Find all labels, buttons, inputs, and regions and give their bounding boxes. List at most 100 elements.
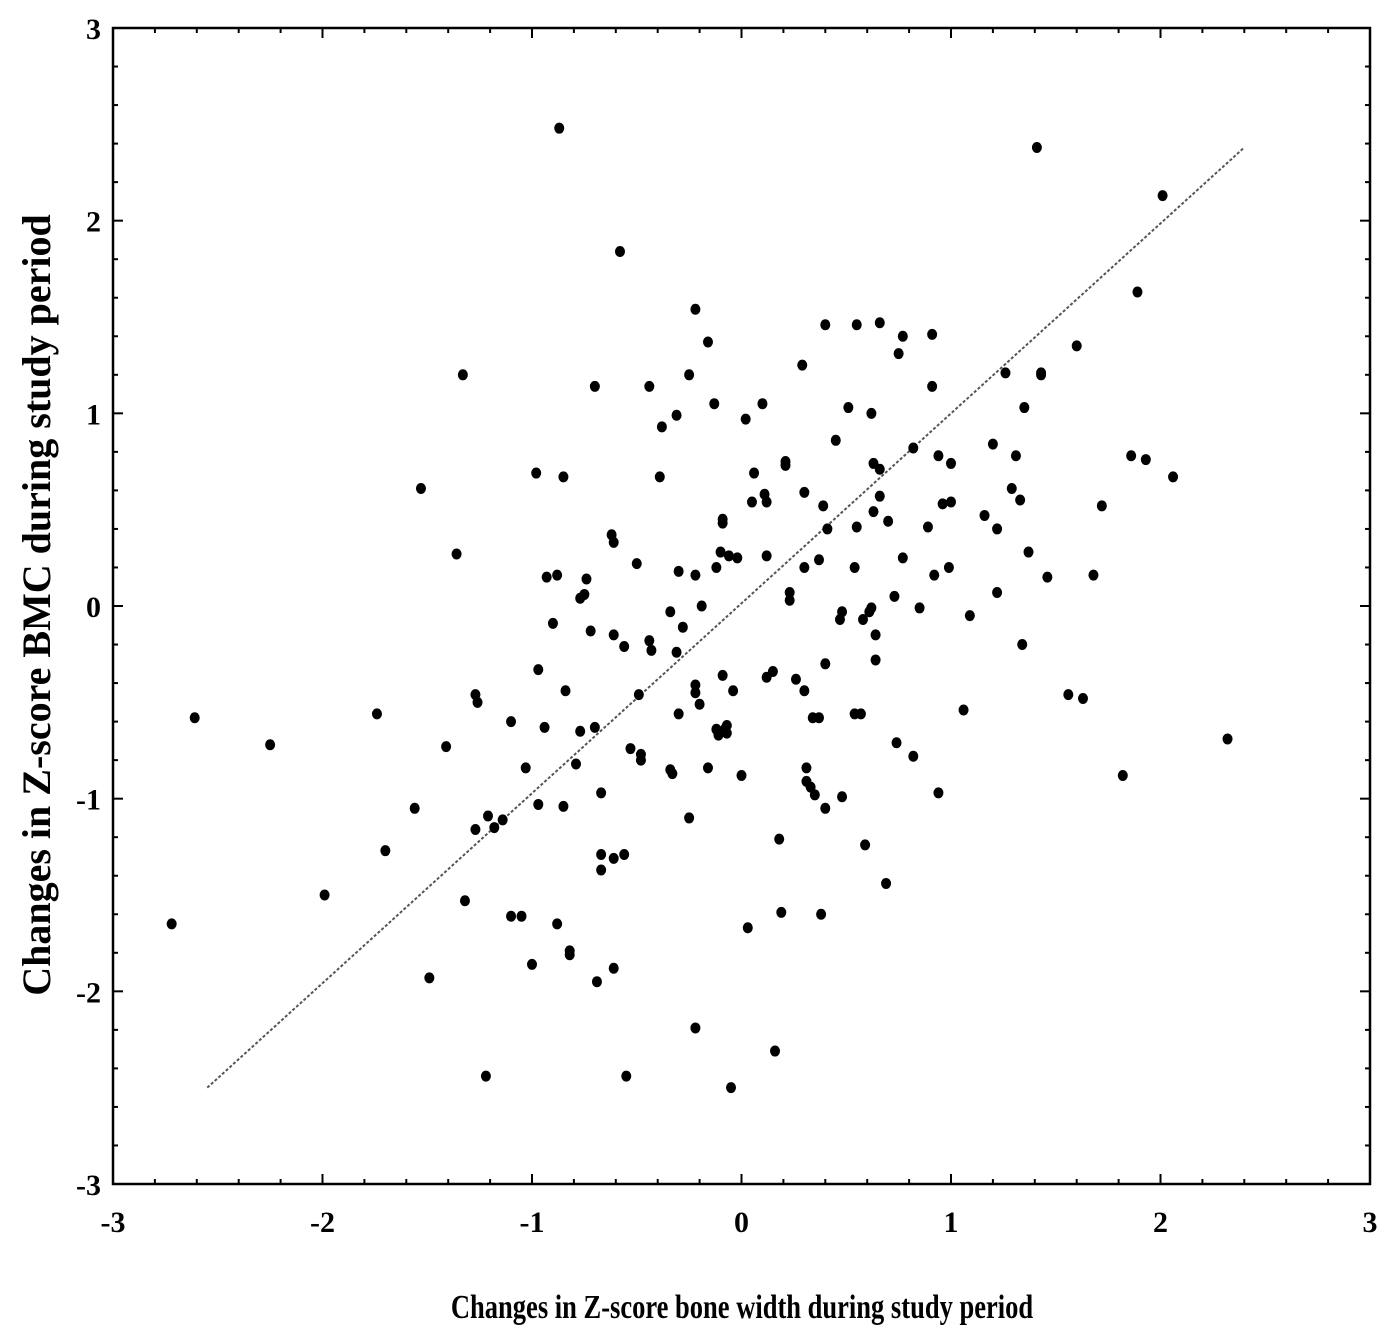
- data-point: [1157, 190, 1168, 202]
- data-point: [742, 922, 753, 934]
- data-point: [533, 664, 544, 676]
- data-point: [671, 409, 682, 421]
- x-tick-label: -1: [520, 1206, 545, 1239]
- data-point: [371, 708, 382, 720]
- data-point: [684, 369, 695, 381]
- data-point: [608, 629, 619, 641]
- data-point: [891, 737, 902, 749]
- data-point: [570, 758, 581, 770]
- data-point: [541, 571, 552, 583]
- data-point: [589, 721, 600, 733]
- data-point: [1015, 494, 1026, 506]
- y-tick-label: -1: [76, 784, 101, 817]
- data-point: [721, 727, 732, 739]
- data-point: [621, 1070, 632, 1082]
- data-point: [497, 814, 508, 826]
- plot-area-frame: [111, 26, 1372, 1186]
- data-point: [424, 972, 435, 984]
- data-point: [1126, 450, 1137, 462]
- data-point: [1088, 569, 1099, 581]
- data-point: [1071, 340, 1082, 352]
- data-point: [579, 588, 590, 600]
- data-point: [757, 398, 768, 410]
- data-point: [1140, 454, 1151, 466]
- data-point: [736, 770, 747, 782]
- x-tick-label: 2: [1153, 1206, 1168, 1239]
- data-point: [855, 708, 866, 720]
- data-point: [489, 822, 500, 834]
- data-point: [1010, 450, 1021, 462]
- y-tick-label: 1: [86, 398, 101, 431]
- data-point: [992, 523, 1003, 535]
- data-point: [667, 768, 678, 780]
- data-point: [631, 558, 642, 570]
- data-point: [830, 434, 841, 446]
- data-point: [908, 442, 919, 454]
- data-point: [608, 962, 619, 974]
- y-axis-tick-labels: -3 -2 -1 0 1 2 3: [76, 13, 101, 1202]
- data-point: [881, 877, 892, 889]
- data-point: [933, 787, 944, 799]
- y-axis-title: Changes in Z-score BMC during study peri…: [14, 214, 59, 996]
- data-point: [596, 849, 607, 861]
- data-point: [860, 839, 871, 851]
- data-point: [520, 762, 531, 774]
- data-point: [702, 336, 713, 348]
- data-point: [1077, 692, 1088, 704]
- x-axis-title: Changes in Z-score bone width during stu…: [451, 1288, 1033, 1326]
- data-point: [774, 833, 785, 845]
- data-point: [874, 463, 885, 475]
- data-point: [799, 685, 810, 697]
- data-point: [943, 561, 954, 573]
- data-point: [656, 421, 667, 433]
- data-point: [644, 635, 655, 647]
- data-point: [866, 602, 877, 614]
- data-point: [533, 798, 544, 810]
- data-point: [858, 613, 869, 625]
- data-point: [726, 1082, 737, 1094]
- data-point: [319, 889, 330, 901]
- data-point: [837, 606, 848, 618]
- data-point: [897, 552, 908, 564]
- y-tick-label: 2: [86, 206, 101, 239]
- data-point: [776, 906, 787, 918]
- data-point: [922, 521, 933, 533]
- data-point: [1063, 689, 1074, 701]
- data-point: [784, 587, 795, 599]
- data-point: [870, 654, 881, 666]
- data-point: [585, 625, 596, 637]
- data-point: [761, 550, 772, 562]
- data-point: [889, 590, 900, 602]
- data-point: [709, 398, 720, 410]
- regression-line: [206, 146, 1245, 1089]
- data-point: [596, 864, 607, 876]
- data-point: [690, 303, 701, 315]
- data-point: [554, 122, 565, 134]
- data-point: [575, 725, 586, 737]
- data-point: [451, 548, 462, 560]
- data-point: [690, 569, 701, 581]
- data-point: [581, 573, 592, 585]
- data-point: [1096, 500, 1107, 512]
- data-point: [558, 800, 569, 812]
- data-point: [619, 849, 630, 861]
- data-point: [801, 762, 812, 774]
- data-point: [908, 750, 919, 762]
- data-point: [558, 471, 569, 483]
- data-point: [897, 330, 908, 342]
- data-point: [470, 823, 481, 835]
- data-point: [480, 1070, 491, 1082]
- data-point: [531, 467, 542, 479]
- data-point: [770, 1045, 781, 1057]
- data-point: [1023, 546, 1034, 558]
- data-point: [761, 496, 772, 508]
- x-tick-label: 1: [944, 1206, 959, 1239]
- data-point: [1017, 639, 1028, 651]
- data-point: [635, 754, 646, 766]
- data-point: [547, 617, 558, 629]
- data-point: [780, 459, 791, 471]
- data-point: [690, 679, 701, 691]
- data-point: [814, 554, 825, 566]
- data-point: [409, 802, 420, 814]
- data-point: [633, 689, 644, 701]
